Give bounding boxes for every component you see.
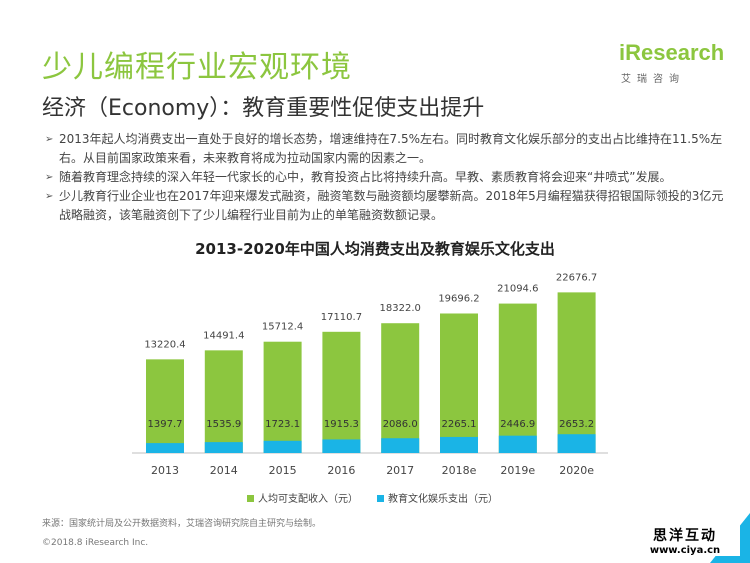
data-label-education-2019e: 2446.9	[500, 419, 535, 430]
iresearch-logo: iResearch 艾瑞咨询	[615, 40, 724, 88]
data-label-education-2020e: 2653.2	[559, 419, 594, 430]
bar-education-2013	[146, 443, 184, 453]
bar-education-2020e	[557, 434, 596, 453]
chart-title: 2013-2020年中国人均消费支出及教育娱乐文化支出	[195, 240, 555, 258]
data-label-income-2020e: 22676.7	[556, 272, 597, 283]
bar-education-2015	[263, 440, 302, 453]
legend-label-education: 教育文化娱乐支出（元）	[388, 492, 498, 505]
x-tick-label-2018e: 2018e	[442, 464, 477, 477]
x-tick-label-2016: 2016	[327, 464, 355, 477]
bar-income-2019e	[498, 303, 537, 453]
x-tick-label-2013: 2013	[151, 464, 179, 477]
logo-subtext: 艾瑞咨询	[621, 74, 685, 85]
logo-text: iResearch	[619, 40, 725, 65]
data-label-education-2016: 1915.3	[324, 419, 359, 430]
watermark-url: www.ciya.cn	[649, 545, 721, 556]
data-label-education-2017: 2086.0	[383, 419, 418, 430]
bullet-item-1: 2013年起人均消费支出一直处于良好的增长态势，增速维持在7.5%左右。同时教育…	[45, 130, 725, 168]
data-label-income-2018e: 19696.2	[438, 293, 479, 304]
bar-education-2014	[204, 442, 243, 453]
bullet-item-3: 少儿教育行业企业也在2017年迎来爆发式融资，融资笔数与融资额均屡攀新高。201…	[45, 187, 725, 225]
legend-swatch-income	[247, 495, 254, 502]
x-tick-label-2020e: 2020e	[559, 464, 594, 477]
bar-income-2018e	[440, 313, 478, 453]
data-label-income-2015: 15712.4	[262, 322, 303, 333]
watermark: 思洋互动 www.ciya.cn	[630, 525, 740, 556]
bar-income-2014	[204, 350, 243, 453]
page-title: 少儿编程行业宏观环境	[42, 50, 352, 85]
bar-income-2017	[381, 323, 420, 453]
bullet-list: 2013年起人均消费支出一直处于良好的增长态势，增速维持在7.5%左右。同时教育…	[45, 130, 725, 225]
data-label-education-2015: 1723.1	[265, 419, 300, 430]
bar-income-2016	[322, 331, 361, 453]
bar-income-2013	[146, 359, 184, 453]
bar-education-2018e	[440, 436, 478, 453]
data-label-income-2013: 13220.4	[144, 339, 185, 350]
bar-education-2016	[322, 439, 361, 453]
legend-swatch-education	[377, 495, 384, 502]
bar-education-2019e	[498, 435, 537, 453]
bullet-item-2: 随着教育理念持续的深入年轻一代家长的心中，教育投资占比将持续升高。早教、素质教育…	[45, 168, 725, 187]
data-label-income-2017: 18322.0	[380, 303, 421, 314]
data-label-income-2019e: 21094.6	[497, 284, 538, 295]
x-tick-label-2019e: 2019e	[500, 464, 535, 477]
data-label-income-2016: 17110.7	[321, 312, 362, 323]
bar-income-2015	[263, 341, 302, 453]
watermark-title: 思洋互动	[653, 528, 717, 544]
data-label-education-2014: 1535.9	[206, 419, 241, 430]
x-tick-label-2014: 2014	[210, 464, 238, 477]
legend-label-income: 人均可支配收入（元）	[258, 492, 358, 505]
data-label-education-2018e: 2265.1	[442, 419, 477, 430]
x-tick-label-2015: 2015	[269, 464, 297, 477]
source-note: 来源：国家统计局及公开数据资料，艾瑞咨询研究院自主研究与绘制。	[42, 519, 322, 529]
copyright-note: ©2018.8 iResearch Inc.	[42, 538, 149, 548]
page-subtitle: 经济（Economy）：教育重要性促使支出提升	[42, 96, 485, 121]
data-label-income-2014: 14491.4	[203, 330, 244, 341]
x-tick-label-2017: 2017	[386, 464, 414, 477]
bar-education-2017	[381, 438, 420, 453]
data-label-education-2013: 1397.7	[148, 419, 183, 430]
bar-income-2020e	[557, 292, 596, 453]
